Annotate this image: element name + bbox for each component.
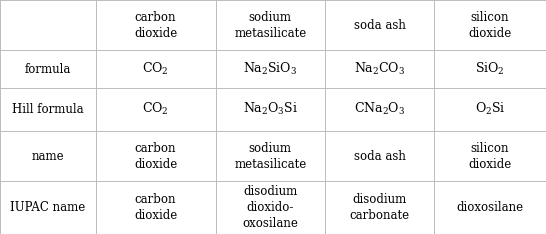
Text: $\mathregular{Na_2O_3Si}$: $\mathregular{Na_2O_3Si}$ bbox=[243, 101, 298, 117]
Text: Hill formula: Hill formula bbox=[12, 103, 84, 116]
Text: disodium
carbonate: disodium carbonate bbox=[349, 193, 410, 222]
Text: $\mathregular{Na_2SiO_3}$: $\mathregular{Na_2SiO_3}$ bbox=[243, 61, 298, 77]
Text: $\mathregular{CNa_2O_3}$: $\mathregular{CNa_2O_3}$ bbox=[354, 101, 405, 117]
Text: $\mathregular{Na_2CO_3}$: $\mathregular{Na_2CO_3}$ bbox=[354, 61, 405, 77]
Text: $\mathregular{O_2Si}$: $\mathregular{O_2Si}$ bbox=[475, 101, 505, 117]
Text: $\mathregular{CO_2}$: $\mathregular{CO_2}$ bbox=[143, 61, 169, 77]
Text: sodium
metasilicate: sodium metasilicate bbox=[234, 142, 306, 171]
Text: $\mathregular{CO_2}$: $\mathregular{CO_2}$ bbox=[143, 101, 169, 117]
Text: $\mathregular{SiO_2}$: $\mathregular{SiO_2}$ bbox=[475, 61, 505, 77]
Text: silicon
dioxide: silicon dioxide bbox=[468, 142, 512, 171]
Text: IUPAC name: IUPAC name bbox=[10, 201, 85, 214]
Text: sodium
metasilicate: sodium metasilicate bbox=[234, 11, 306, 40]
Text: carbon
dioxide: carbon dioxide bbox=[134, 11, 177, 40]
Text: name: name bbox=[32, 150, 64, 163]
Text: soda ash: soda ash bbox=[353, 19, 406, 32]
Text: disodium
dioxido-
oxosilane: disodium dioxido- oxosilane bbox=[242, 185, 298, 230]
Text: carbon
dioxide: carbon dioxide bbox=[134, 142, 177, 171]
Text: carbon
dioxide: carbon dioxide bbox=[134, 193, 177, 222]
Text: soda ash: soda ash bbox=[353, 150, 406, 163]
Text: dioxosilane: dioxosilane bbox=[456, 201, 524, 214]
Text: silicon
dioxide: silicon dioxide bbox=[468, 11, 512, 40]
Text: formula: formula bbox=[25, 62, 71, 76]
